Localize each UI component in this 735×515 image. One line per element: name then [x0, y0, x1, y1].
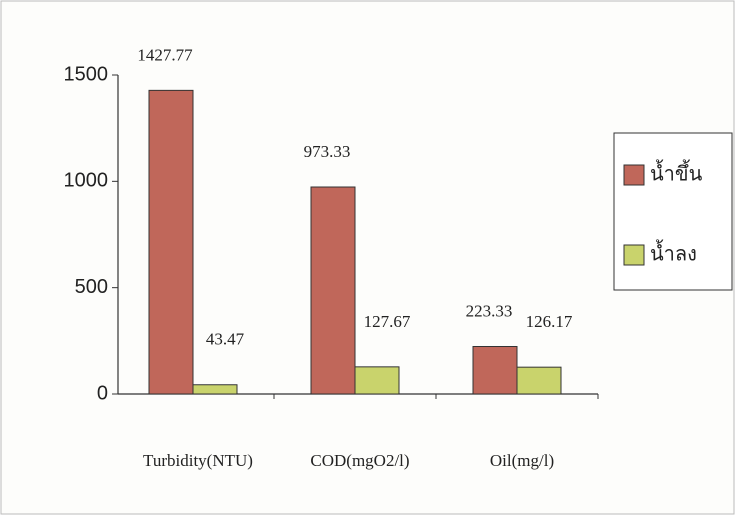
bar	[473, 347, 517, 394]
value-label: 43.47	[206, 330, 245, 349]
legend-swatch	[624, 165, 644, 185]
legend-label: น้ำขึ้น	[650, 160, 703, 186]
legend-box	[614, 133, 732, 290]
value-label: 1427.77	[137, 45, 193, 64]
value-label: 127.67	[364, 312, 411, 331]
value-label: 126.17	[526, 312, 573, 331]
y-tick-label: 1000	[64, 170, 109, 192]
bar	[311, 187, 355, 394]
y-tick-label: 500	[75, 276, 108, 298]
value-label: 223.33	[466, 301, 513, 320]
bar	[517, 367, 561, 394]
chart: 0 500 1000 1500 Turbidity(NTU) 1427.77 43.47 CO…	[0, 0, 735, 515]
legend-label: น้ำลง	[650, 240, 697, 266]
x-tick-label: COD(mgO2/l)	[310, 451, 409, 470]
bar	[193, 385, 237, 394]
x-tick-label: Turbidity(NTU)	[143, 451, 253, 470]
x-tick-label: Oil(mg/l)	[490, 451, 554, 470]
bar	[355, 367, 399, 394]
y-tick-label: 0	[97, 382, 108, 404]
y-tick-label: 1500	[64, 63, 109, 85]
legend-swatch	[624, 245, 644, 265]
value-label: 973.33	[304, 142, 351, 161]
bar	[149, 90, 193, 394]
